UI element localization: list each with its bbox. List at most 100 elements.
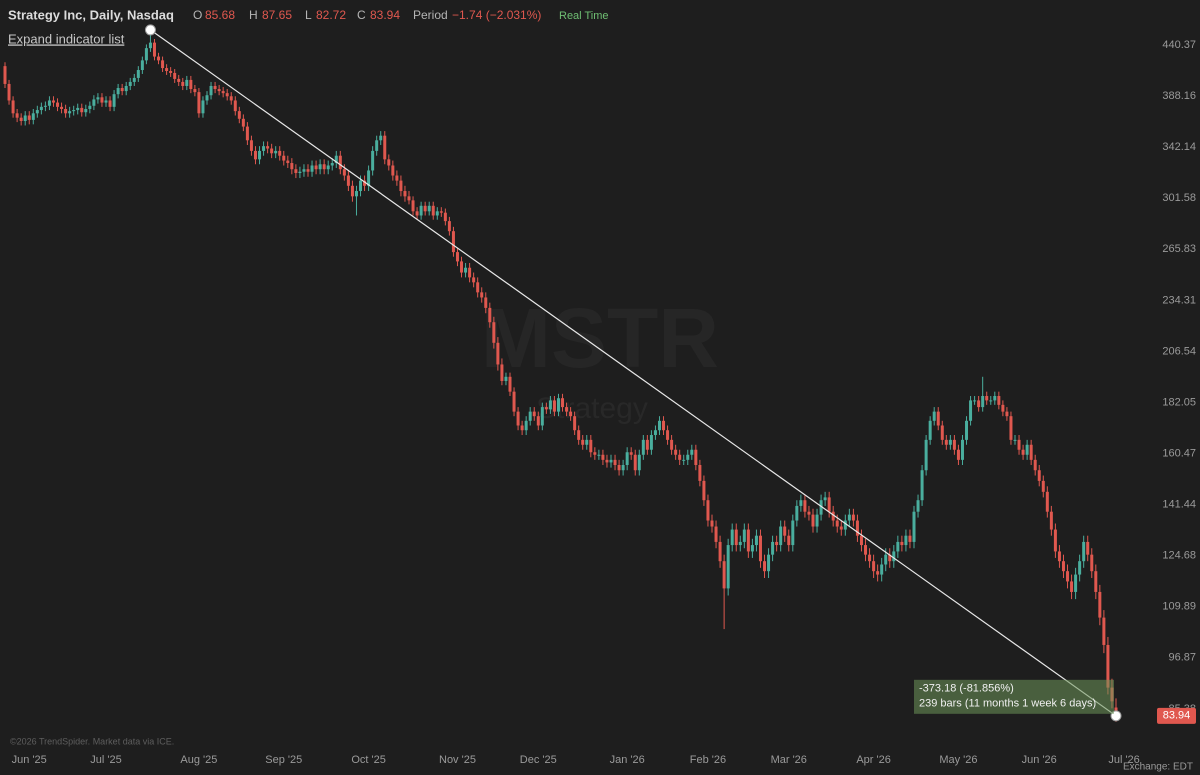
candle-body	[859, 535, 863, 546]
measure-bars: 239 bars (11 months 1 week 6 days)	[919, 698, 1096, 710]
candle-body	[936, 411, 940, 426]
candle-body	[290, 163, 294, 170]
candle-body	[649, 435, 653, 450]
candle-body	[565, 407, 569, 412]
candle-body	[876, 571, 880, 575]
candle-body	[868, 554, 872, 562]
candle-body	[597, 454, 601, 456]
candle-body	[201, 100, 205, 114]
last-price-label: 83.94	[1163, 710, 1191, 722]
candle-body	[116, 88, 120, 95]
candle-body	[633, 454, 637, 471]
candle-body	[108, 100, 112, 107]
candle-body	[653, 430, 657, 436]
candle-body	[217, 89, 221, 92]
candle-body	[706, 500, 710, 521]
candle-body	[815, 514, 819, 527]
candle-body	[698, 465, 702, 481]
candle-body	[621, 465, 625, 471]
candle-body	[690, 449, 694, 455]
candle-body	[754, 535, 758, 546]
candle-body	[532, 411, 536, 417]
x-tick-label: May '26	[939, 754, 977, 766]
candle-body	[3, 66, 7, 84]
candle-body	[209, 85, 213, 96]
status: Real Time	[559, 10, 609, 22]
candle-body	[892, 551, 896, 562]
candle-body	[831, 511, 835, 521]
candle-body	[270, 148, 274, 154]
candle-body	[484, 297, 488, 308]
candle-body	[528, 411, 532, 421]
candle-body	[1066, 571, 1070, 582]
close-label: C	[357, 8, 366, 22]
candle-body	[367, 170, 371, 186]
candle-body	[1078, 561, 1082, 575]
candle-body	[977, 400, 981, 408]
candle-body	[884, 554, 888, 565]
candle-body	[314, 165, 318, 170]
candle-body	[68, 111, 72, 114]
candle-body	[1041, 480, 1045, 492]
candle-body	[262, 146, 266, 151]
candle-body	[278, 150, 282, 156]
exchange: Exchange: EDT	[1123, 762, 1193, 773]
candle-body	[237, 111, 241, 119]
candle-body	[641, 439, 645, 455]
candle-body	[1033, 459, 1037, 471]
candle-body	[415, 211, 419, 216]
candle-body	[334, 155, 338, 164]
candle-body	[124, 85, 128, 92]
candle-body	[472, 277, 476, 283]
candle-body	[399, 180, 403, 192]
candle-body	[767, 554, 771, 572]
candle-body	[674, 449, 678, 455]
candle-body	[1025, 444, 1029, 455]
candle-body	[455, 252, 459, 262]
candle-body	[524, 420, 528, 431]
candle-body	[1037, 470, 1041, 481]
candle-body	[213, 85, 217, 90]
candle-body	[783, 526, 787, 536]
candle-body	[181, 81, 185, 86]
candle-body	[775, 541, 779, 546]
x-tick-label: Jun '26	[1022, 754, 1057, 766]
candle-body	[864, 545, 868, 555]
candle-body	[738, 541, 742, 546]
y-tick-label: 388.16	[1162, 90, 1196, 102]
candle-body	[387, 159, 391, 166]
candle-body	[354, 191, 358, 197]
measure-line	[150, 29, 1117, 717]
y-tick-label: 440.37	[1162, 39, 1196, 51]
y-tick-label: 206.54	[1162, 345, 1196, 357]
candle-body	[787, 535, 791, 546]
candle-body	[742, 529, 746, 542]
candle-body	[346, 175, 350, 186]
candle-body	[1106, 644, 1110, 688]
candle-body	[1070, 581, 1074, 592]
candle-body	[1013, 439, 1017, 441]
last-price-tag	[1157, 707, 1196, 724]
candle-body	[152, 42, 156, 57]
candle-body	[573, 416, 577, 431]
candle-body	[266, 146, 270, 149]
candle-body	[431, 205, 435, 216]
candle-body	[27, 115, 31, 120]
candle-body	[249, 140, 253, 151]
candle-body	[843, 520, 847, 530]
candle-body	[629, 452, 633, 455]
candle-body	[1009, 416, 1013, 440]
candle-body	[144, 48, 148, 61]
candle-body	[730, 529, 734, 546]
candle-body	[758, 535, 762, 562]
high-value: 87.65	[262, 8, 292, 22]
candle-body	[908, 535, 912, 542]
candle-body	[617, 465, 621, 471]
candle-body	[601, 454, 605, 460]
candle-body	[318, 164, 322, 170]
candle-body	[702, 480, 706, 501]
expand-indicators[interactable]: Expand indicator list	[8, 31, 125, 46]
candle-body	[359, 180, 363, 192]
period-label: Period	[413, 8, 448, 22]
